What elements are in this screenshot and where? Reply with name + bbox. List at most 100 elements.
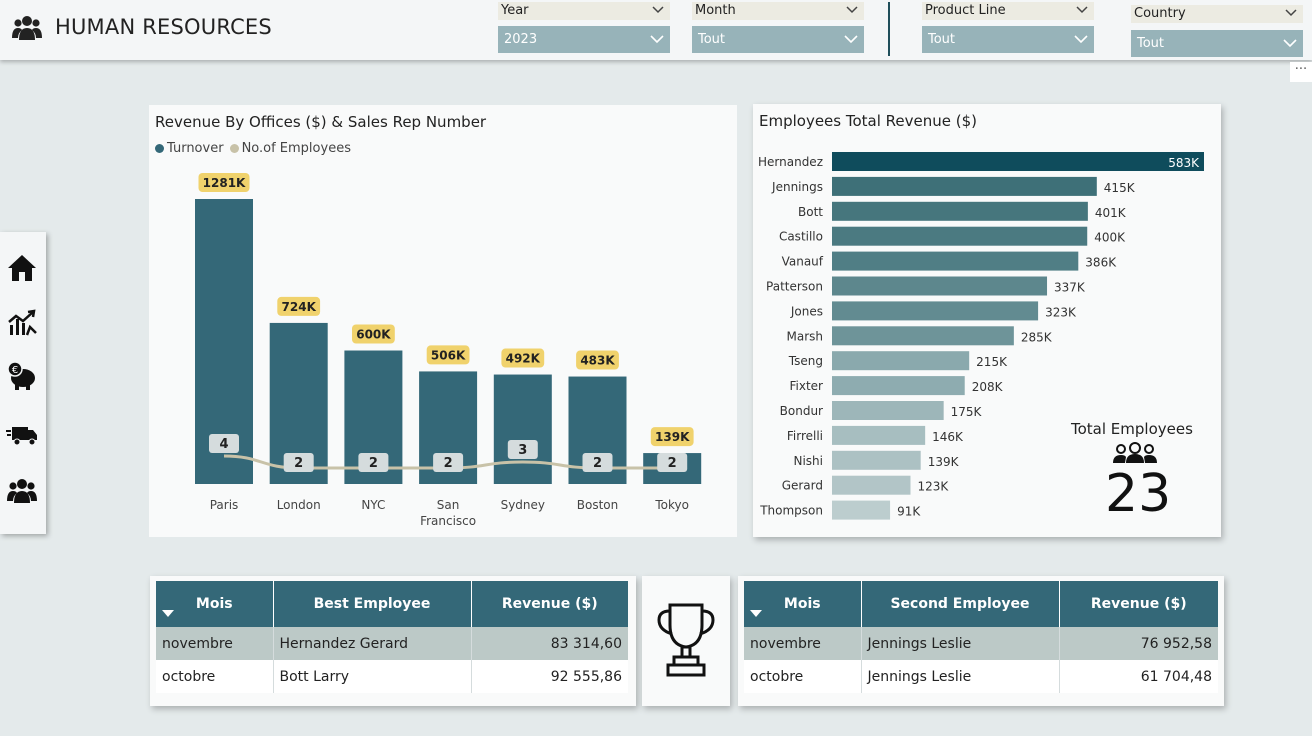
bar-bondur[interactable] <box>832 401 944 420</box>
employee-count-label-bg <box>433 453 464 472</box>
x-tick-label: London <box>277 498 321 512</box>
people-group-icon <box>12 16 42 40</box>
year-slicer[interactable]: Year 2023 <box>498 2 670 54</box>
chevron-down-icon[interactable] <box>1283 39 1297 48</box>
data-label-bg <box>352 324 395 344</box>
cell-month: novembre <box>156 627 274 660</box>
bar-hernandez[interactable] <box>832 152 1204 171</box>
chevron-down-icon[interactable] <box>1076 6 1088 14</box>
best-employee-panel: Mois Best Employee Revenue ($) novembre … <box>150 576 636 706</box>
delivery-truck-icon[interactable] <box>6 418 38 450</box>
col-header-month[interactable]: Mois <box>156 581 274 627</box>
month-slicer-label: Month <box>692 2 864 20</box>
x-tick-label: San <box>437 498 460 512</box>
y-tick-label: Fixter <box>790 379 824 393</box>
y-tick-label: Nishi <box>793 454 823 468</box>
month-slicer-dropdown[interactable]: Tout <box>692 26 864 53</box>
y-tick-label: Firrelli <box>787 429 823 443</box>
more-options-button[interactable]: ··· <box>1290 62 1312 82</box>
offices-bar-chart: 1281K Paris 724K London 600K NYC 506K San Franci… <box>195 173 702 528</box>
country-slicer-dropdown[interactable]: Tout <box>1131 30 1303 57</box>
trophy-panel <box>642 576 730 706</box>
employee-count-label: 2 <box>668 456 677 471</box>
bar-jennings[interactable] <box>832 176 1097 196</box>
bar-data-label: 415K <box>1104 181 1136 195</box>
table-row[interactable]: octobre Jennings Leslie 61 704,48 <box>744 660 1218 693</box>
bar-castillo[interactable] <box>832 226 1088 246</box>
bar-sydney[interactable] <box>493 374 552 484</box>
bar-data-label: 285K <box>1021 330 1053 344</box>
bar-data-label: 583K <box>1168 156 1200 170</box>
employee-count-label-bg <box>283 453 314 472</box>
employee-count-label-bg <box>209 434 239 453</box>
y-tick-label: Bott <box>798 205 823 219</box>
product-line-slicer-dropdown[interactable]: Tout <box>922 26 1094 53</box>
bar-fixter[interactable] <box>832 376 965 396</box>
bar-gerard[interactable] <box>832 475 911 495</box>
second-employee-table: Mois Second Employee Revenue ($) novembr… <box>744 581 1218 693</box>
x-tick-label: Tokyo <box>654 498 689 512</box>
bar-data-label: 386K <box>1085 256 1117 270</box>
sort-desc-icon[interactable] <box>750 610 762 617</box>
col-header-best-employee[interactable]: Best Employee <box>273 581 472 627</box>
bar-data-label: 506K <box>431 348 466 362</box>
chevron-down-icon[interactable] <box>844 35 858 44</box>
col-header-revenue[interactable]: Revenue ($) <box>471 581 628 627</box>
bar-patterson[interactable] <box>832 276 1048 296</box>
bar-data-label: 724K <box>282 300 317 314</box>
bar-marsh[interactable] <box>832 326 1014 346</box>
home-icon[interactable] <box>6 252 38 284</box>
x-tick-label: Boston <box>577 498 618 512</box>
chevron-down-icon[interactable] <box>846 6 858 14</box>
table-row[interactable]: octobre Bott Larry 92 555,86 <box>156 660 628 693</box>
data-label-bg <box>650 427 694 447</box>
bar-data-label: 337K <box>1054 281 1086 295</box>
bar-jones[interactable] <box>832 301 1039 321</box>
cell-month: octobre <box>156 660 274 693</box>
data-label-bg <box>198 173 250 192</box>
country-slicer[interactable]: Country Tout <box>1131 5 1303 57</box>
cell-employee: Bott Larry <box>273 660 472 693</box>
employee-count-label: 2 <box>294 456 303 471</box>
best-employee-table: Mois Best Employee Revenue ($) novembre … <box>156 581 628 693</box>
legend-employees: No.of Employees <box>241 141 351 156</box>
product-line-slicer[interactable]: Product Line Tout <box>922 2 1094 54</box>
y-tick-label: Gerard <box>782 479 823 493</box>
bar-firrelli[interactable] <box>832 425 926 445</box>
cell-revenue: 76 952,58 <box>1059 627 1218 660</box>
bar-data-label: 401K <box>1095 206 1127 220</box>
offices-chart-title: Revenue By Offices ($) & Sales Rep Numbe… <box>155 113 487 131</box>
bar-data-label: 139K <box>655 430 690 444</box>
bar-thompson[interactable] <box>832 500 891 520</box>
employee-count-label-bg <box>507 440 538 459</box>
chevron-down-icon[interactable] <box>650 35 664 44</box>
trend-chart-icon[interactable] <box>6 307 38 339</box>
cell-month: octobre <box>744 660 862 693</box>
col-header-month[interactable]: Mois <box>744 581 862 627</box>
bar-nishi[interactable] <box>832 450 921 470</box>
chevron-down-icon[interactable] <box>1285 9 1297 17</box>
col-header-revenue[interactable]: Revenue ($) <box>1059 581 1218 627</box>
people-group-icon[interactable] <box>6 474 38 506</box>
year-slicer-dropdown[interactable]: 2023 <box>498 26 670 53</box>
chevron-down-icon[interactable] <box>1074 35 1088 44</box>
chevron-down-icon[interactable] <box>652 6 664 14</box>
bar-data-label: 323K <box>1045 305 1077 319</box>
bar-data-label: 600K <box>356 328 391 342</box>
bar-vanauf[interactable] <box>832 251 1079 271</box>
sort-desc-icon[interactable] <box>162 610 174 617</box>
month-slicer[interactable]: Month Tout <box>692 2 864 54</box>
header-divider <box>888 2 890 56</box>
bar-data-label: 146K <box>932 430 964 444</box>
bar-data-label: 175K <box>951 405 983 419</box>
col-header-second-employee[interactable]: Second Employee <box>861 581 1060 627</box>
cell-month: novembre <box>744 627 862 660</box>
table-row[interactable]: novembre Hernandez Gerard 83 314,60 <box>156 627 628 660</box>
bar-data-label: 492K <box>506 352 541 366</box>
bar-bott[interactable] <box>832 201 1088 221</box>
cell-employee: Hernandez Gerard <box>273 627 472 660</box>
bar-tseng[interactable] <box>832 351 970 371</box>
table-row[interactable]: novembre Jennings Leslie 76 952,58 <box>744 627 1218 660</box>
data-label-bg <box>576 350 619 370</box>
piggy-bank-icon[interactable]: € <box>6 360 38 392</box>
